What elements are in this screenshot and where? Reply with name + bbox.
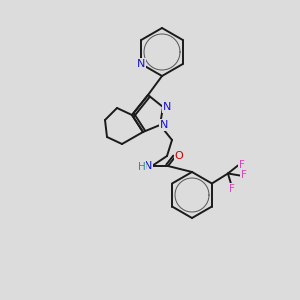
Text: O: O <box>175 151 183 161</box>
Text: N: N <box>137 59 146 69</box>
Text: F: F <box>241 170 247 181</box>
Text: H: H <box>138 162 146 172</box>
Text: N: N <box>160 120 168 130</box>
Text: F: F <box>229 184 235 194</box>
Text: F: F <box>239 160 245 170</box>
Text: N: N <box>163 102 171 112</box>
Text: N: N <box>144 161 152 171</box>
